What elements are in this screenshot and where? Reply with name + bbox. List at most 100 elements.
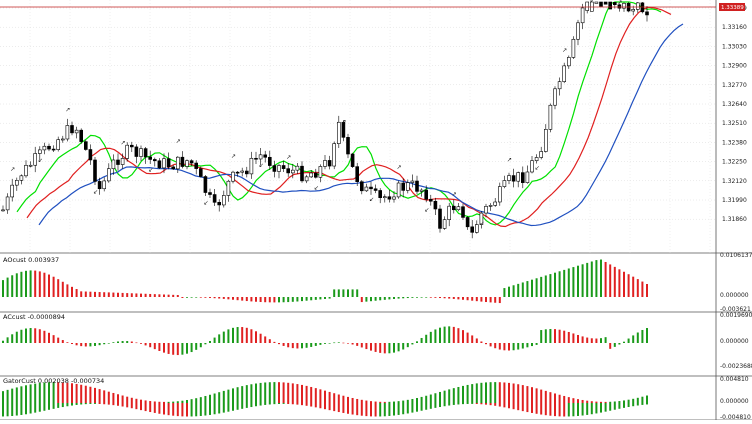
ao-bar [370,297,372,302]
candle-body [401,182,406,191]
candle-body [309,172,314,178]
gator-down-bar [393,403,395,416]
ao-bar [613,266,616,297]
ac-bar [636,332,639,343]
ao-bar [540,276,543,297]
ao-bar [199,297,202,298]
gator-down-bar [112,403,115,406]
gator-down-bar [259,403,262,406]
gator-down-bar [43,403,46,411]
gator-down-bar [641,403,644,405]
ac-bar [144,343,147,346]
ac-bar [103,343,106,345]
candle-body [300,165,304,182]
fractal-up-arrow: ↗ [562,47,567,54]
gator-down-bar [218,403,221,414]
candle-body [428,198,433,202]
ao-bar [581,264,584,297]
ac-bar [6,337,9,343]
ao-bar [462,297,464,300]
candle-body [645,11,649,16]
ao-bar [66,284,69,297]
gator-down-bar [6,403,9,417]
gator-up-bar [255,383,257,403]
gator-up-bar [549,392,552,403]
gator-down-bar [475,403,478,405]
gator-down-bar [416,403,418,412]
gator-up-bar [301,384,303,403]
candle-body [263,154,268,158]
ao-bar [443,297,446,299]
ao-bar [397,297,400,299]
ac-bar [388,343,391,354]
candle-body [290,169,295,174]
candle-body [534,157,539,161]
ac-bar [301,343,303,349]
gator-up-bar [43,382,46,403]
gator-down-bar [503,403,506,408]
gator-up-bar [52,382,55,403]
ac-bar [618,343,621,345]
ac-bar [250,329,253,343]
gator-up-bar [434,393,437,403]
gator-up-bar [383,401,386,403]
ac-bar [627,338,630,343]
candle-body [594,1,599,4]
price-axis-label: 1.32380 [722,139,747,146]
candle-body [612,2,617,6]
ao-bar [163,294,165,297]
ac-bar [29,328,32,343]
candle-body [346,137,350,155]
ao-bar [48,274,50,297]
ac-bar [590,338,593,343]
candle-body [226,180,231,196]
candle-body [603,1,608,5]
ac-bar [199,343,202,348]
gator-up-bar [287,382,290,403]
ac-bar [117,341,119,343]
candle-body [470,226,475,233]
gator-down-bar [29,403,32,414]
pane-axis-label: 0.004810 [720,376,749,383]
gator-up-bar [351,397,354,403]
ao-bar [6,277,9,297]
candle-body [419,189,424,192]
candle-body [130,144,134,148]
gator-down-bar [636,403,639,406]
current-price-text: 1.33389 [721,5,744,11]
ao-bar [264,297,267,303]
ac-bar [448,326,451,343]
candle-body [387,196,392,200]
gator-down-bar [222,403,225,413]
ao-bar [623,271,625,297]
gator-down-bar [356,403,359,416]
ao-bar [204,297,207,298]
ao-bar [627,274,630,297]
gator-down-bar [209,403,211,415]
ao-bar [471,297,474,301]
ac-bar [416,341,418,343]
ao-bar [347,289,349,297]
ao-bar [135,293,138,297]
current-price-tag [719,3,745,11]
ao-bar [282,297,285,303]
candle-body [102,180,106,190]
ac-bar [66,342,69,343]
gator-down-bar [618,403,621,409]
gator-down-bar [632,403,635,407]
ao-bar [140,293,142,297]
ac-bar [370,343,372,351]
gator-up-bar [609,401,612,403]
gator-down-bar [66,403,69,407]
ao-bar [255,297,257,302]
candle-body [622,3,626,9]
ac-bar [94,343,96,346]
ac-bar [57,337,60,343]
ac-bar [333,342,336,344]
candle-body [350,153,355,167]
gator-down-bar [406,403,409,414]
gator-down-bar [627,403,630,407]
gator-down-bar [383,403,386,417]
